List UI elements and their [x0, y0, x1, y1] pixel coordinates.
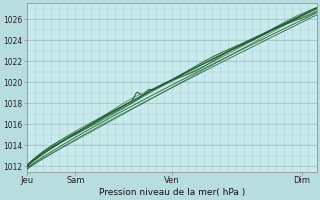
X-axis label: Pression niveau de la mer( hPa ): Pression niveau de la mer( hPa ) [99, 188, 245, 197]
